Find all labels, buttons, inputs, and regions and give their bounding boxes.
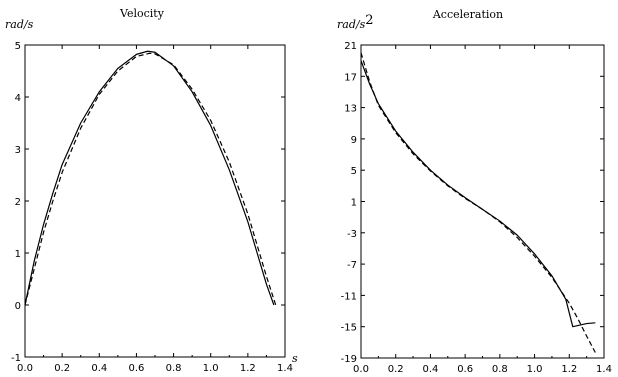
acceleration-y-tick-label: 5 xyxy=(351,166,357,177)
acceleration-panel: Acceleration rad/s2 -19 -15 -11 -7 -3 1 5 9 13 17… xyxy=(337,8,612,375)
velocity-x-tick-label: 1.0 xyxy=(203,363,219,374)
acceleration-y-tick-label: -19 xyxy=(341,354,357,365)
velocity-y-tick-label: -1 xyxy=(11,353,21,364)
acceleration-y-unit: rad/s2 xyxy=(337,13,374,31)
velocity-x-tick-label: 0.0 xyxy=(17,363,33,374)
acceleration-y-unit-exponent: 2 xyxy=(365,13,373,28)
acceleration-x-tick-label: 0.8 xyxy=(492,364,508,375)
velocity-x-tick-label: 1.2 xyxy=(240,363,256,374)
acceleration-x-tick-label: 1.0 xyxy=(527,364,543,375)
velocity-y-tick-label: 2 xyxy=(15,197,21,208)
velocity-y-tick-label: 5 xyxy=(15,41,21,52)
acceleration-series-dashed-line xyxy=(360,52,596,353)
velocity-x-unit: s xyxy=(292,352,298,365)
velocity-y-tick-label: 4 xyxy=(15,93,21,104)
velocity-x-tick-label: 0.4 xyxy=(91,363,107,374)
acceleration-y-tick-label: -15 xyxy=(341,323,357,334)
acceleration-y-tick-label: 9 xyxy=(351,135,357,146)
velocity-plot-frame xyxy=(24,44,286,358)
acceleration-y-tick-label: -3 xyxy=(347,229,357,240)
velocity-panel: Velocity rad/s s -1 0 1 2 3 4 5 0.0 0.2 0.4 0.6 0.8… xyxy=(5,7,298,374)
velocity-x-tick-label: 0.8 xyxy=(166,363,182,374)
velocity-x-tick-label: 1.4 xyxy=(277,363,293,374)
velocity-series-solid-line xyxy=(24,50,275,306)
acceleration-series-solid-line xyxy=(360,60,596,328)
velocity-y-unit: rad/s xyxy=(5,18,34,31)
acceleration-x-tick-label: 0.6 xyxy=(457,364,473,375)
acceleration-y-tick-label: 13 xyxy=(344,104,357,115)
velocity-series-dashed-line xyxy=(24,52,277,306)
acceleration-y-tick-label: -11 xyxy=(341,291,357,302)
velocity-y-tick-label: 3 xyxy=(15,145,21,156)
acceleration-x-tick-label: 0.2 xyxy=(388,364,404,375)
acceleration-y-tick-label: 1 xyxy=(351,198,357,209)
velocity-x-tick-label: 0.2 xyxy=(54,363,70,374)
acceleration-y-tick-label: 17 xyxy=(344,72,357,83)
acceleration-plot-frame xyxy=(360,44,605,359)
velocity-y-tick-label: 1 xyxy=(15,249,21,260)
velocity-title: Velocity xyxy=(119,7,165,20)
acceleration-y-tick-label: -7 xyxy=(347,260,357,271)
acceleration-y-unit-base: rad/s xyxy=(337,18,366,31)
acceleration-x-tick-label: 0.4 xyxy=(422,364,438,375)
acceleration-y-tick-label: 21 xyxy=(344,41,357,52)
acceleration-x-tick-label: 1.4 xyxy=(596,364,612,375)
acceleration-title: Acceleration xyxy=(432,8,503,21)
acceleration-x-tick-label: 1.2 xyxy=(561,364,577,375)
velocity-y-tick-label: 0 xyxy=(15,301,21,312)
acceleration-x-tick-label: 0.0 xyxy=(353,364,369,375)
velocity-x-tick-label: 0.6 xyxy=(128,363,144,374)
